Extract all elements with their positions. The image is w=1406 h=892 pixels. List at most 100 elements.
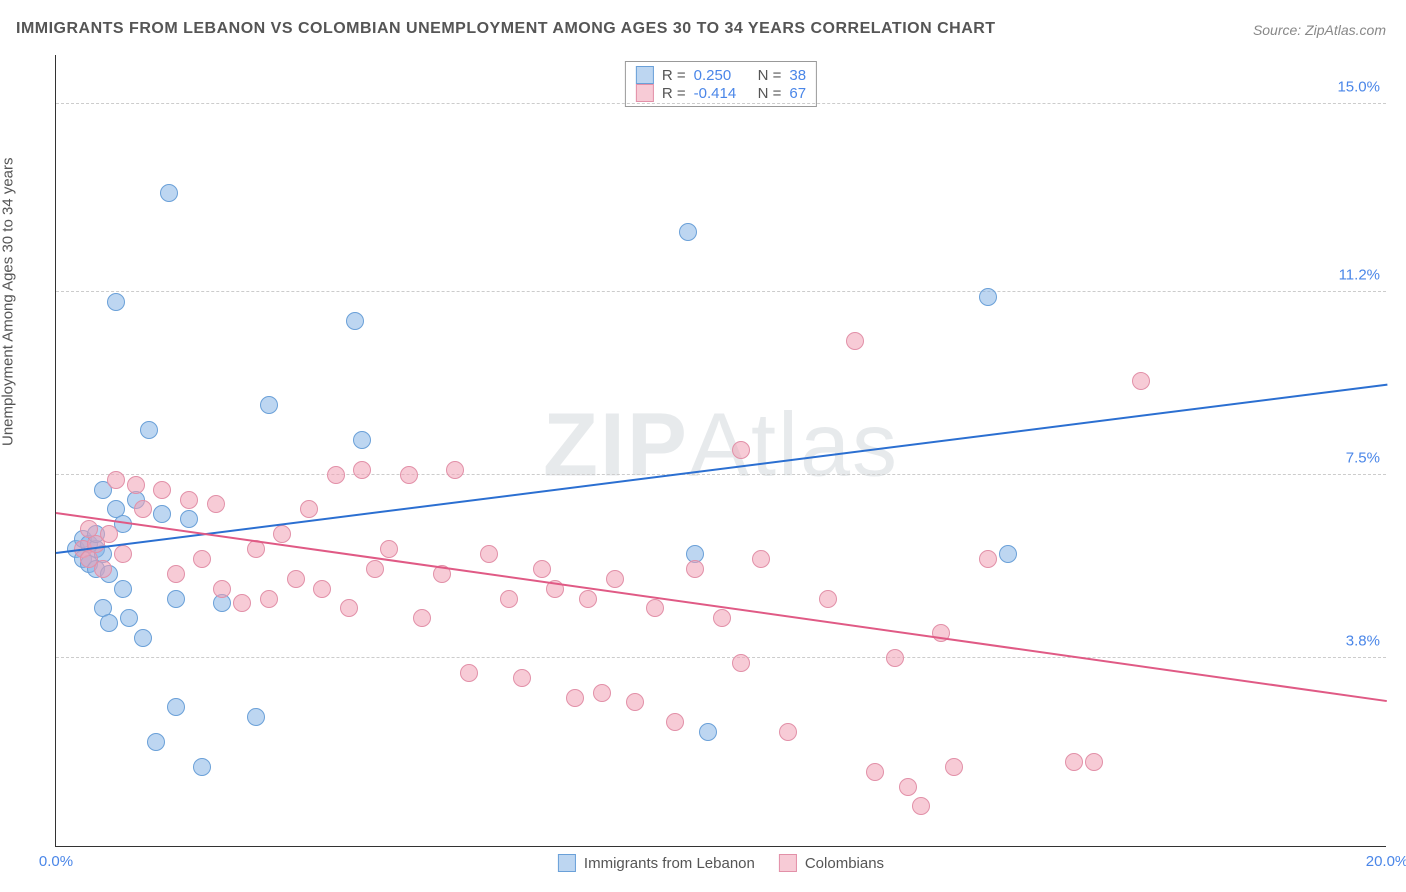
data-point: [380, 540, 398, 558]
data-point: [732, 441, 750, 459]
data-point: [579, 590, 597, 608]
data-point: [999, 545, 1017, 563]
legend-series: Immigrants from Lebanon Colombians: [558, 854, 884, 872]
data-point: [167, 698, 185, 716]
data-point: [752, 550, 770, 568]
data-point: [100, 614, 118, 632]
data-point: [167, 590, 185, 608]
data-point: [153, 505, 171, 523]
data-point: [180, 510, 198, 528]
data-point: [732, 654, 750, 672]
data-point: [94, 560, 112, 578]
data-point: [1085, 753, 1103, 771]
legend-swatch: [779, 854, 797, 872]
data-point: [114, 545, 132, 563]
legend-n-label: N =: [758, 85, 782, 102]
data-point: [287, 570, 305, 588]
watermark-zip: ZIP: [543, 395, 689, 495]
data-point: [233, 594, 251, 612]
data-point: [713, 609, 731, 627]
data-point: [260, 590, 278, 608]
data-point: [593, 684, 611, 702]
data-point: [300, 500, 318, 518]
legend-series-label: Immigrants from Lebanon: [584, 855, 755, 872]
data-point: [626, 693, 644, 711]
data-point: [646, 599, 664, 617]
data-point: [127, 476, 145, 494]
legend-stat-row: R = 0.250 N = 38: [636, 66, 806, 84]
data-point: [147, 733, 165, 751]
x-tick-label: 0.0%: [39, 853, 73, 870]
data-point: [273, 525, 291, 543]
data-point: [366, 560, 384, 578]
data-point: [153, 481, 171, 499]
data-point: [346, 312, 364, 330]
y-tick-label: 7.5%: [1346, 449, 1380, 466]
legend-r-label: R =: [662, 85, 686, 102]
legend-r-value: -0.414: [694, 85, 750, 102]
gridline: [56, 657, 1386, 658]
data-point: [533, 560, 551, 578]
data-point: [400, 466, 418, 484]
watermark: ZIPAtlas: [543, 394, 899, 497]
data-point: [480, 545, 498, 563]
legend-swatch: [636, 66, 654, 84]
data-point: [327, 466, 345, 484]
data-point: [1132, 372, 1150, 390]
data-point: [107, 293, 125, 311]
data-point: [193, 758, 211, 776]
data-point: [1065, 753, 1083, 771]
gridline: [56, 474, 1386, 475]
data-point: [500, 590, 518, 608]
legend-stats: R = 0.250 N = 38 R = -0.414 N = 67: [625, 61, 817, 107]
data-point: [353, 431, 371, 449]
data-point: [513, 669, 531, 687]
source-label: Source: ZipAtlas.com: [1253, 22, 1386, 38]
data-point: [779, 723, 797, 741]
data-point: [340, 599, 358, 617]
trend-line: [56, 384, 1387, 554]
y-axis-label: Unemployment Among Ages 30 to 34 years: [0, 157, 17, 446]
data-point: [945, 758, 963, 776]
watermark-atlas: Atlas: [689, 395, 899, 495]
data-point: [100, 525, 118, 543]
legend-swatch: [636, 84, 654, 102]
legend-stat-row: R = -0.414 N = 67: [636, 84, 806, 102]
data-point: [819, 590, 837, 608]
data-point: [846, 332, 864, 350]
data-point: [107, 471, 125, 489]
data-point: [446, 461, 464, 479]
data-point: [979, 288, 997, 306]
legend-series-item: Immigrants from Lebanon: [558, 854, 755, 872]
gridline: [56, 291, 1386, 292]
data-point: [167, 565, 185, 583]
legend-n-value: 67: [789, 85, 806, 102]
data-point: [899, 778, 917, 796]
data-point: [699, 723, 717, 741]
data-point: [566, 689, 584, 707]
data-point: [979, 550, 997, 568]
data-point: [160, 184, 178, 202]
data-point: [260, 396, 278, 414]
legend-swatch: [558, 854, 576, 872]
data-point: [866, 763, 884, 781]
y-tick-label: 3.8%: [1346, 632, 1380, 649]
data-point: [413, 609, 431, 627]
data-point: [140, 421, 158, 439]
chart-title: IMMIGRANTS FROM LEBANON VS COLOMBIAN UNE…: [16, 20, 996, 38]
data-point: [247, 708, 265, 726]
data-point: [606, 570, 624, 588]
gridline: [56, 103, 1386, 104]
data-point: [686, 560, 704, 578]
data-point: [207, 495, 225, 513]
legend-n-label: N =: [758, 67, 782, 84]
legend-r-value: 0.250: [694, 67, 750, 84]
data-point: [912, 797, 930, 815]
data-point: [213, 580, 231, 598]
data-point: [679, 223, 697, 241]
legend-n-value: 38: [789, 67, 806, 84]
legend-series-label: Colombians: [805, 855, 884, 872]
legend-r-label: R =: [662, 67, 686, 84]
data-point: [886, 649, 904, 667]
x-tick-label: 20.0%: [1366, 853, 1406, 870]
